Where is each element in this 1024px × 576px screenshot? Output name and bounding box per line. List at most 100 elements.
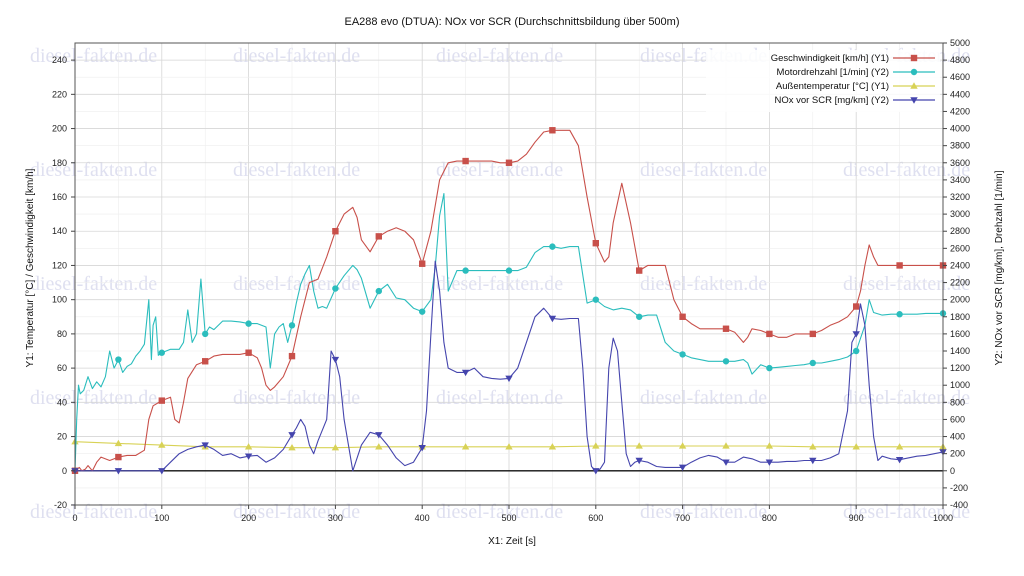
y-right-tick-label: 3800 — [950, 141, 970, 151]
y-right-tick-label: 1800 — [950, 312, 970, 322]
y-right-tick-label: 400 — [950, 432, 965, 442]
series-2-marker — [331, 443, 340, 451]
series-2-marker — [635, 442, 643, 449]
y-left-tick-label: 200 — [52, 124, 67, 134]
legend: Geschwindigkeit [km/h] (Y1) Motordrehzahl… — [706, 50, 940, 112]
series-3-marker — [809, 457, 817, 465]
y-right-tick-label: 2400 — [950, 260, 970, 270]
watermark-text: diesel-fakten.de — [30, 273, 157, 295]
series-0-line — [74, 129, 943, 472]
series-0-marker — [245, 349, 252, 356]
series-1-marker — [722, 358, 730, 365]
watermark-text: diesel-fakten.de — [233, 273, 360, 295]
y-right-axis: -400 -200 0 200 400 600 800 1000 1200 1400 1600 180… — [943, 38, 970, 510]
x-tick-label: 300 — [328, 513, 343, 523]
series-2-marker — [375, 443, 383, 450]
series-0-marker — [636, 267, 643, 274]
watermark-text: diesel-fakten.de — [30, 159, 157, 181]
series-0-marker — [679, 313, 686, 320]
watermark-text: diesel-fakten.de — [843, 387, 970, 409]
series-0-marker — [809, 330, 816, 338]
series-3 — [71, 260, 947, 475]
series-1-marker — [158, 349, 165, 356]
y-left-tick-label: 0 — [62, 466, 67, 476]
series-3-marker — [852, 331, 860, 338]
watermark-text: diesel-fakten.de — [30, 45, 157, 67]
watermark-text: diesel-fakten.de — [640, 159, 767, 181]
legend-label: Geschwindigkeit [km/h] (Y1) — [771, 53, 889, 64]
series-0-marker — [505, 159, 513, 166]
y-left-tick-label: 140 — [52, 226, 67, 236]
watermark-text: diesel-fakten.de — [233, 45, 360, 67]
series-2-marker — [592, 442, 600, 449]
series-3-marker — [722, 459, 730, 466]
y-right-tick-label: 1600 — [950, 329, 970, 339]
watermark-text: diesel-fakten.de — [30, 501, 157, 523]
series-2-marker — [158, 441, 166, 448]
y-right-tick-label: 2200 — [950, 278, 970, 288]
y-left-tick-label: 60 — [57, 363, 67, 373]
legend-background — [706, 50, 940, 112]
series-1-marker — [375, 287, 382, 295]
y-right-tick-label: 4000 — [950, 124, 970, 134]
y-left-tick-label: 180 — [52, 158, 67, 168]
series-3-marker — [678, 464, 687, 472]
series-2-marker — [722, 442, 730, 449]
watermark-text: diesel-fakten.de — [233, 159, 360, 181]
x-tick-label: 800 — [762, 513, 777, 523]
y-right-tick-label: 3600 — [950, 158, 970, 168]
watermark-layer: diesel-fakten.de diesel-fakten.de diesel-f… — [30, 45, 970, 523]
y-right-tick-label: 5000 — [950, 38, 970, 48]
y-left-tick-label: 240 — [52, 55, 67, 65]
y-left-axis-title: Y1: Temperatur [°C] / Geschwindigkeit [k… — [25, 168, 36, 367]
series-3-marker — [461, 369, 470, 377]
y-right-tick-label: 1000 — [950, 380, 970, 390]
x-tick-label: 700 — [675, 513, 690, 523]
legend-swatch-marker — [910, 82, 918, 89]
watermark-text: diesel-fakten.de — [843, 159, 970, 181]
y-left-tick-label: 80 — [57, 329, 67, 339]
watermark-text: diesel-fakten.de — [843, 273, 970, 295]
series-3-marker — [418, 444, 426, 452]
series-1-marker — [245, 320, 252, 327]
series-3-marker — [201, 442, 209, 449]
x-tick-label: 200 — [241, 513, 256, 523]
y-right-tick-label: 3400 — [950, 175, 970, 185]
watermark-text: diesel-fakten.de — [436, 273, 563, 295]
y-left-tick-label: 120 — [52, 260, 67, 270]
x-tick-label: 400 — [415, 513, 430, 523]
series-1-marker — [636, 313, 643, 320]
y-right-axis-title: Y2: NOx vor SCR [mg/km], Drehzahl [1/min… — [994, 170, 1005, 365]
series-3-marker — [288, 432, 296, 439]
series-3-marker — [548, 315, 557, 323]
series-3-marker — [505, 375, 513, 383]
y-right-tick-label: 2800 — [950, 226, 970, 236]
series-0-marker — [288, 352, 296, 360]
legend-swatch-marker — [910, 68, 918, 76]
series-2-marker — [461, 443, 470, 450]
y-right-tick-label: 2000 — [950, 295, 970, 305]
y-right-tick-label: 1200 — [950, 363, 970, 373]
y-left-tick-label: 220 — [52, 89, 67, 99]
y-right-tick-label: 4600 — [950, 72, 970, 82]
y-left-tick-label: 20 — [57, 432, 67, 442]
y-right-tick-label: -400 — [950, 500, 968, 510]
series-1-marker — [896, 311, 903, 318]
y-right-tick-label: 4400 — [950, 89, 970, 99]
watermark-text: diesel-fakten.de — [640, 501, 767, 523]
y-right-tick-label: 1400 — [950, 346, 970, 356]
series-2-marker — [852, 443, 860, 450]
y-right-tick-label: 3200 — [950, 192, 970, 202]
x-axis-title: X1: Zeit [s] — [488, 536, 536, 547]
y-left-tick-label: 40 — [57, 397, 67, 407]
series-0-marker — [853, 303, 860, 310]
y-left-tick-label: -20 — [54, 500, 67, 510]
series-0-marker — [115, 453, 122, 461]
series-2-marker — [505, 443, 513, 450]
series-3-marker — [114, 468, 123, 475]
y-right-tick-label: 2600 — [950, 243, 970, 253]
series-3-marker — [895, 456, 904, 464]
series-0-marker — [896, 262, 903, 269]
series-2-marker — [288, 443, 296, 451]
